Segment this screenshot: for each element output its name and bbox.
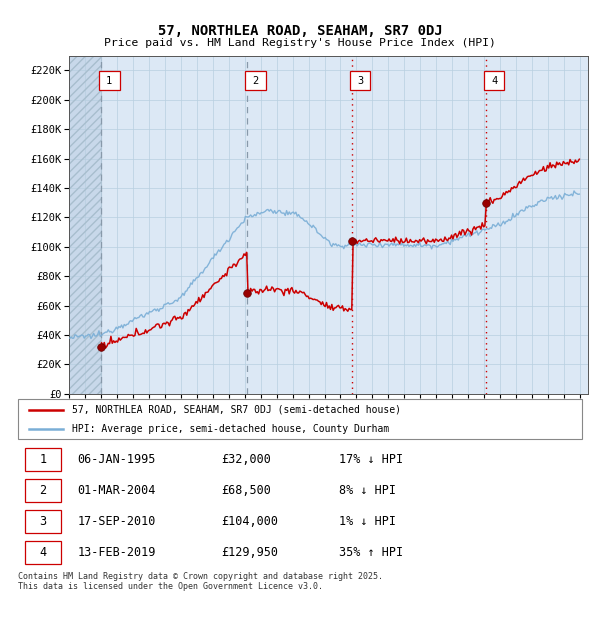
Text: 3: 3 — [40, 515, 47, 528]
FancyBboxPatch shape — [484, 71, 505, 91]
Text: 17% ↓ HPI: 17% ↓ HPI — [340, 453, 404, 466]
Text: 1% ↓ HPI: 1% ↓ HPI — [340, 515, 397, 528]
Bar — [69, 56, 101, 394]
Text: 13-FEB-2019: 13-FEB-2019 — [77, 546, 155, 559]
Text: 01-MAR-2004: 01-MAR-2004 — [77, 484, 155, 497]
Text: 3: 3 — [357, 76, 363, 86]
Text: 1: 1 — [40, 453, 47, 466]
Text: 2: 2 — [252, 76, 259, 86]
FancyBboxPatch shape — [18, 399, 582, 439]
Text: 57, NORTHLEA ROAD, SEAHAM, SR7 0DJ: 57, NORTHLEA ROAD, SEAHAM, SR7 0DJ — [158, 24, 442, 38]
Text: 4: 4 — [40, 546, 47, 559]
FancyBboxPatch shape — [25, 448, 61, 471]
Text: £104,000: £104,000 — [221, 515, 278, 528]
Text: 2: 2 — [40, 484, 47, 497]
FancyBboxPatch shape — [25, 541, 61, 564]
Text: Contains HM Land Registry data © Crown copyright and database right 2025.
This d: Contains HM Land Registry data © Crown c… — [18, 572, 383, 591]
Text: 4: 4 — [491, 76, 497, 86]
FancyBboxPatch shape — [25, 510, 61, 533]
Bar — [69, 56, 101, 394]
FancyBboxPatch shape — [99, 71, 119, 91]
FancyBboxPatch shape — [245, 71, 266, 91]
Text: 17-SEP-2010: 17-SEP-2010 — [77, 515, 155, 528]
FancyBboxPatch shape — [350, 71, 370, 91]
Text: HPI: Average price, semi-detached house, County Durham: HPI: Average price, semi-detached house,… — [71, 424, 389, 434]
Text: 35% ↑ HPI: 35% ↑ HPI — [340, 546, 404, 559]
Text: 57, NORTHLEA ROAD, SEAHAM, SR7 0DJ (semi-detached house): 57, NORTHLEA ROAD, SEAHAM, SR7 0DJ (semi… — [71, 405, 401, 415]
Text: 1: 1 — [106, 76, 112, 86]
Text: £129,950: £129,950 — [221, 546, 278, 559]
Text: 06-JAN-1995: 06-JAN-1995 — [77, 453, 155, 466]
Text: 8% ↓ HPI: 8% ↓ HPI — [340, 484, 397, 497]
FancyBboxPatch shape — [25, 479, 61, 502]
Text: £32,000: £32,000 — [221, 453, 271, 466]
Text: £68,500: £68,500 — [221, 484, 271, 497]
Text: Price paid vs. HM Land Registry's House Price Index (HPI): Price paid vs. HM Land Registry's House … — [104, 38, 496, 48]
